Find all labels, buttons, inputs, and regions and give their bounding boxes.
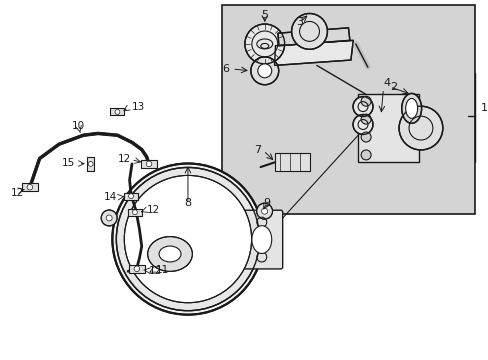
Ellipse shape	[147, 237, 192, 271]
Text: 11: 11	[155, 265, 168, 275]
Circle shape	[361, 96, 370, 106]
Text: 4: 4	[383, 78, 390, 88]
Text: 10: 10	[72, 121, 85, 131]
Ellipse shape	[251, 226, 271, 253]
Circle shape	[101, 210, 117, 226]
Circle shape	[88, 161, 93, 166]
Text: 12: 12	[149, 266, 162, 276]
Circle shape	[132, 210, 137, 215]
Circle shape	[256, 203, 272, 219]
Circle shape	[361, 114, 370, 124]
Text: 7: 7	[253, 145, 261, 154]
Circle shape	[361, 150, 370, 160]
Text: 2: 2	[389, 82, 396, 92]
Circle shape	[261, 208, 267, 214]
Bar	[275, 153, 310, 171]
Bar	[222, 5, 474, 214]
Circle shape	[106, 215, 112, 221]
Circle shape	[27, 184, 33, 190]
Bar	[129, 265, 144, 273]
Text: 13: 13	[132, 102, 145, 112]
Text: 9: 9	[263, 198, 270, 208]
Text: 8: 8	[184, 198, 191, 208]
Circle shape	[112, 163, 263, 315]
Circle shape	[124, 175, 251, 303]
Text: 3: 3	[296, 17, 303, 27]
Bar	[87, 157, 94, 171]
Text: 1: 1	[480, 103, 487, 113]
Ellipse shape	[159, 246, 181, 262]
Bar	[110, 108, 124, 116]
Circle shape	[352, 96, 372, 117]
Circle shape	[134, 266, 140, 271]
Circle shape	[146, 161, 151, 167]
Text: 15: 15	[61, 158, 75, 168]
Bar	[128, 209, 142, 216]
Circle shape	[244, 24, 284, 64]
Bar	[22, 183, 38, 191]
Bar	[141, 160, 157, 168]
Text: 12: 12	[146, 205, 160, 215]
Circle shape	[115, 109, 120, 114]
Circle shape	[291, 14, 327, 49]
Circle shape	[116, 167, 259, 311]
Text: 14: 14	[104, 192, 117, 202]
Text: 12: 12	[118, 153, 131, 163]
Circle shape	[398, 106, 442, 150]
Text: 5: 5	[261, 10, 268, 20]
Text: 6: 6	[222, 64, 229, 74]
Bar	[357, 94, 418, 162]
Circle shape	[257, 64, 271, 78]
Circle shape	[361, 132, 370, 142]
Polygon shape	[274, 40, 352, 66]
Circle shape	[128, 194, 133, 199]
Ellipse shape	[405, 98, 417, 118]
Ellipse shape	[401, 94, 421, 123]
Circle shape	[352, 114, 372, 134]
Polygon shape	[277, 28, 349, 46]
Text: 12: 12	[11, 188, 24, 198]
FancyBboxPatch shape	[241, 210, 282, 269]
Circle shape	[250, 57, 278, 85]
Bar	[124, 193, 138, 199]
